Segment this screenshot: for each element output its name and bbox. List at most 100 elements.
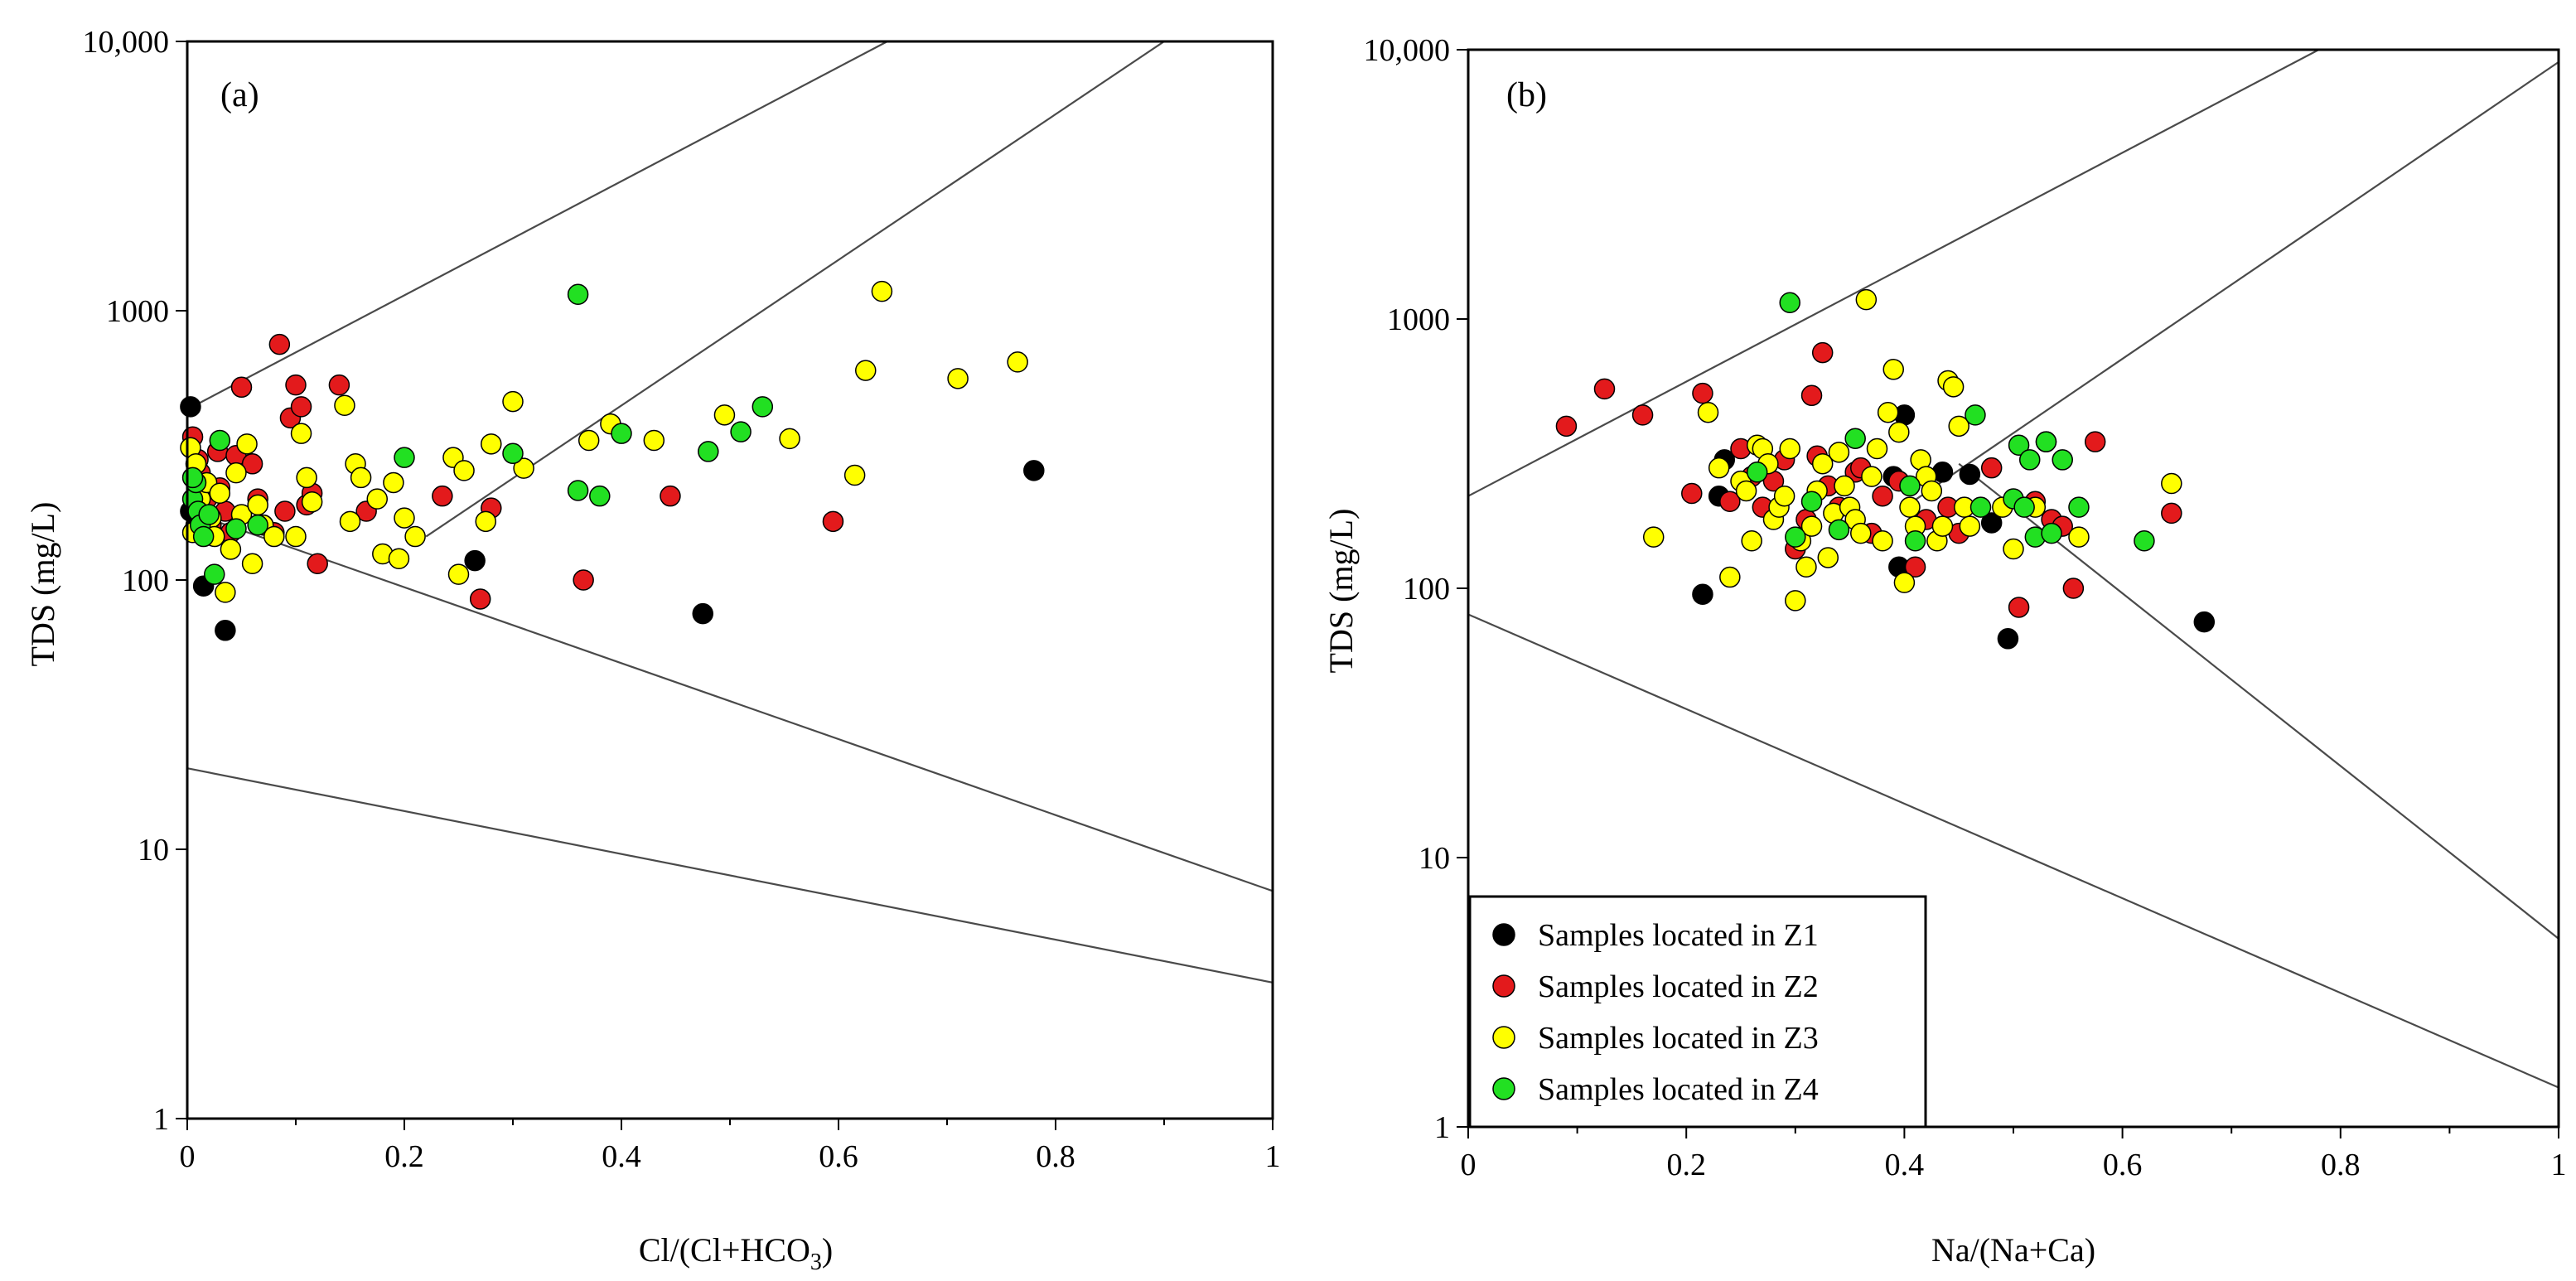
- panel-a-point-z3: [388, 548, 410, 570]
- panel-a-point-z4: [192, 525, 215, 548]
- panel-a-point-z3: [285, 525, 307, 548]
- panel-b-x-tick-label: 1: [2551, 1148, 2567, 1182]
- panel-b-point-z4: [1746, 462, 1768, 483]
- panel-a: TDS (mg/L) Cl/(Cl+HCO3) 0 0.2 0.4 0.6 0.8 1 1 1…: [24, 25, 1281, 1275]
- panel-a-point-z3: [350, 466, 372, 489]
- panel-a-point-z3: [290, 423, 312, 444]
- panel-b-point-z4: [1785, 526, 1806, 548]
- panel-b-point-z2: [2008, 597, 2030, 618]
- panel-a-x-tick-label: 1: [1265, 1139, 1281, 1174]
- panel-b-point-z4: [2013, 496, 2035, 518]
- panel-a-x-tick-label: 0.4: [602, 1139, 641, 1174]
- panel-a-point-z4: [198, 504, 220, 525]
- panel-b-point-z4: [2068, 496, 2090, 518]
- panel-b-x-tick-label: 0.6: [2103, 1148, 2143, 1182]
- panel-b-point-z4: [1899, 475, 1921, 497]
- panel-a-point-z2: [230, 376, 253, 399]
- panel-a-point-z3: [366, 488, 388, 510]
- panel-b-point-z2: [2062, 578, 2085, 599]
- panel-b-point-z3: [1719, 566, 1741, 588]
- panel-b-point-z3: [1817, 547, 1839, 568]
- panel-b-y-tick-label: 10: [1418, 841, 1450, 876]
- panel-b-point-z3: [2068, 526, 2090, 548]
- panel-b-point-z2: [2084, 431, 2106, 452]
- panel-a-point-z1: [464, 549, 486, 572]
- legend-box: [1468, 895, 1927, 1129]
- panel-a-point-z3: [247, 494, 268, 516]
- panel-b-point-z3: [1882, 359, 1904, 380]
- panel-b-boundary-line: [1958, 462, 2559, 940]
- panel-a-point-z3: [225, 462, 247, 484]
- panel-b-point-z3: [1828, 442, 1850, 463]
- panel-a-point-z3: [713, 404, 736, 426]
- panel-a-point-z2: [822, 510, 844, 533]
- legend-marker-z1: [1492, 923, 1515, 946]
- panel-b-point-z4: [1904, 530, 1926, 552]
- panel-a-point-z4: [730, 421, 752, 442]
- panel-b-point-z4: [1828, 519, 1850, 541]
- panel-b-point-z4: [1800, 491, 1823, 513]
- panel-b-point-z1: [1997, 628, 2019, 650]
- panel-a-point-z3: [215, 582, 236, 603]
- panel-a-point-z4: [752, 396, 774, 418]
- panel-a-point-z3: [263, 525, 285, 548]
- panel-b-point-z3: [1785, 590, 1806, 611]
- panel-b-point-z4: [2134, 530, 2155, 552]
- panel-b-point-z3: [1850, 522, 1872, 544]
- panel-a-y-axis-title: TDS (mg/L): [24, 502, 61, 667]
- panel-b-data-points: [1555, 288, 2216, 650]
- panel-a-point-z3: [209, 482, 231, 505]
- panel-a-point-z3: [1007, 351, 1028, 373]
- panel-b-point-z2: [1593, 378, 1616, 400]
- panel-a-point-z4: [611, 423, 632, 444]
- panel-a-boundary-line: [186, 41, 888, 411]
- panel-a-x-tick-label: 0.2: [384, 1139, 424, 1174]
- panel-b-point-z4: [1779, 292, 1800, 314]
- panel-b-point-z3: [1735, 480, 1757, 502]
- panel-a-point-z3: [447, 563, 470, 585]
- legend-label-z4: Samples located in Z4: [1538, 1072, 1819, 1107]
- panel-b-point-z2: [1800, 384, 1823, 407]
- panel-b-point-z3: [2161, 472, 2182, 495]
- panel-a-point-z2: [241, 453, 263, 475]
- panel-a-point-z2: [285, 374, 307, 396]
- panel-b-x-tick-label: 0.8: [2321, 1148, 2361, 1182]
- panel-a-point-z4: [204, 563, 225, 585]
- legend-marker-z4: [1492, 1077, 1515, 1100]
- panel-a-boundary-line: [186, 767, 1274, 984]
- panel-a-point-z2: [268, 333, 291, 355]
- panel-b-point-z3: [1773, 485, 1795, 507]
- panel-b-point-z4: [2041, 522, 2062, 544]
- panel-b-point-z1: [1692, 583, 1713, 605]
- legend-marker-z2: [1492, 974, 1515, 998]
- legend-label-z3: Samples located in Z3: [1538, 1021, 1819, 1056]
- legend-label-z2: Samples located in Z2: [1538, 969, 1819, 1004]
- panel-a-point-z3: [513, 457, 534, 479]
- panel-b-label: (b): [1506, 76, 1547, 114]
- panel-a-x-tick-label: 0.8: [1036, 1139, 1075, 1174]
- panel-b-point-z1: [2193, 611, 2216, 633]
- panel-a-point-z3: [296, 466, 317, 489]
- panel-b-point-z1: [1980, 512, 2003, 534]
- panel-b-point-z3: [2003, 538, 2024, 560]
- panel-b-boundary-line: [1467, 613, 2559, 1089]
- panel-a-point-z3: [779, 428, 800, 450]
- panel-b-point-z3: [1697, 401, 1719, 423]
- panel-a-point-z4: [589, 485, 611, 507]
- panel-b-point-z3: [1948, 415, 1969, 437]
- panel-b-point-z1: [1959, 463, 1981, 486]
- panel-a-y-tick-label: 10,000: [83, 25, 170, 60]
- panel-a-ticks: 0 0.2 0.4 0.6 0.8 1 1 10 100 1000 10,000: [83, 25, 1281, 1174]
- panel-b-point-z3: [1866, 437, 1888, 460]
- panel-b-point-z3: [1855, 288, 1878, 311]
- panel-a-point-z2: [328, 374, 350, 396]
- panel-b: TDS (mg/L) Na/(Na+Ca) 0 0.2 0.4 0.6 0.8 1 1 10 1…: [1322, 33, 2567, 1269]
- panel-a-point-z4: [502, 442, 524, 465]
- panel-b-point-z3: [1779, 437, 1800, 460]
- panel-b-y-tick-label: 100: [1403, 572, 1450, 607]
- panel-a-plot-frame: [186, 40, 1274, 1120]
- panel-a-point-z3: [404, 525, 426, 548]
- panel-b-x-axis-title: Na/(Na+Ca): [1931, 1231, 2095, 1269]
- panel-a-point-z3: [394, 507, 415, 529]
